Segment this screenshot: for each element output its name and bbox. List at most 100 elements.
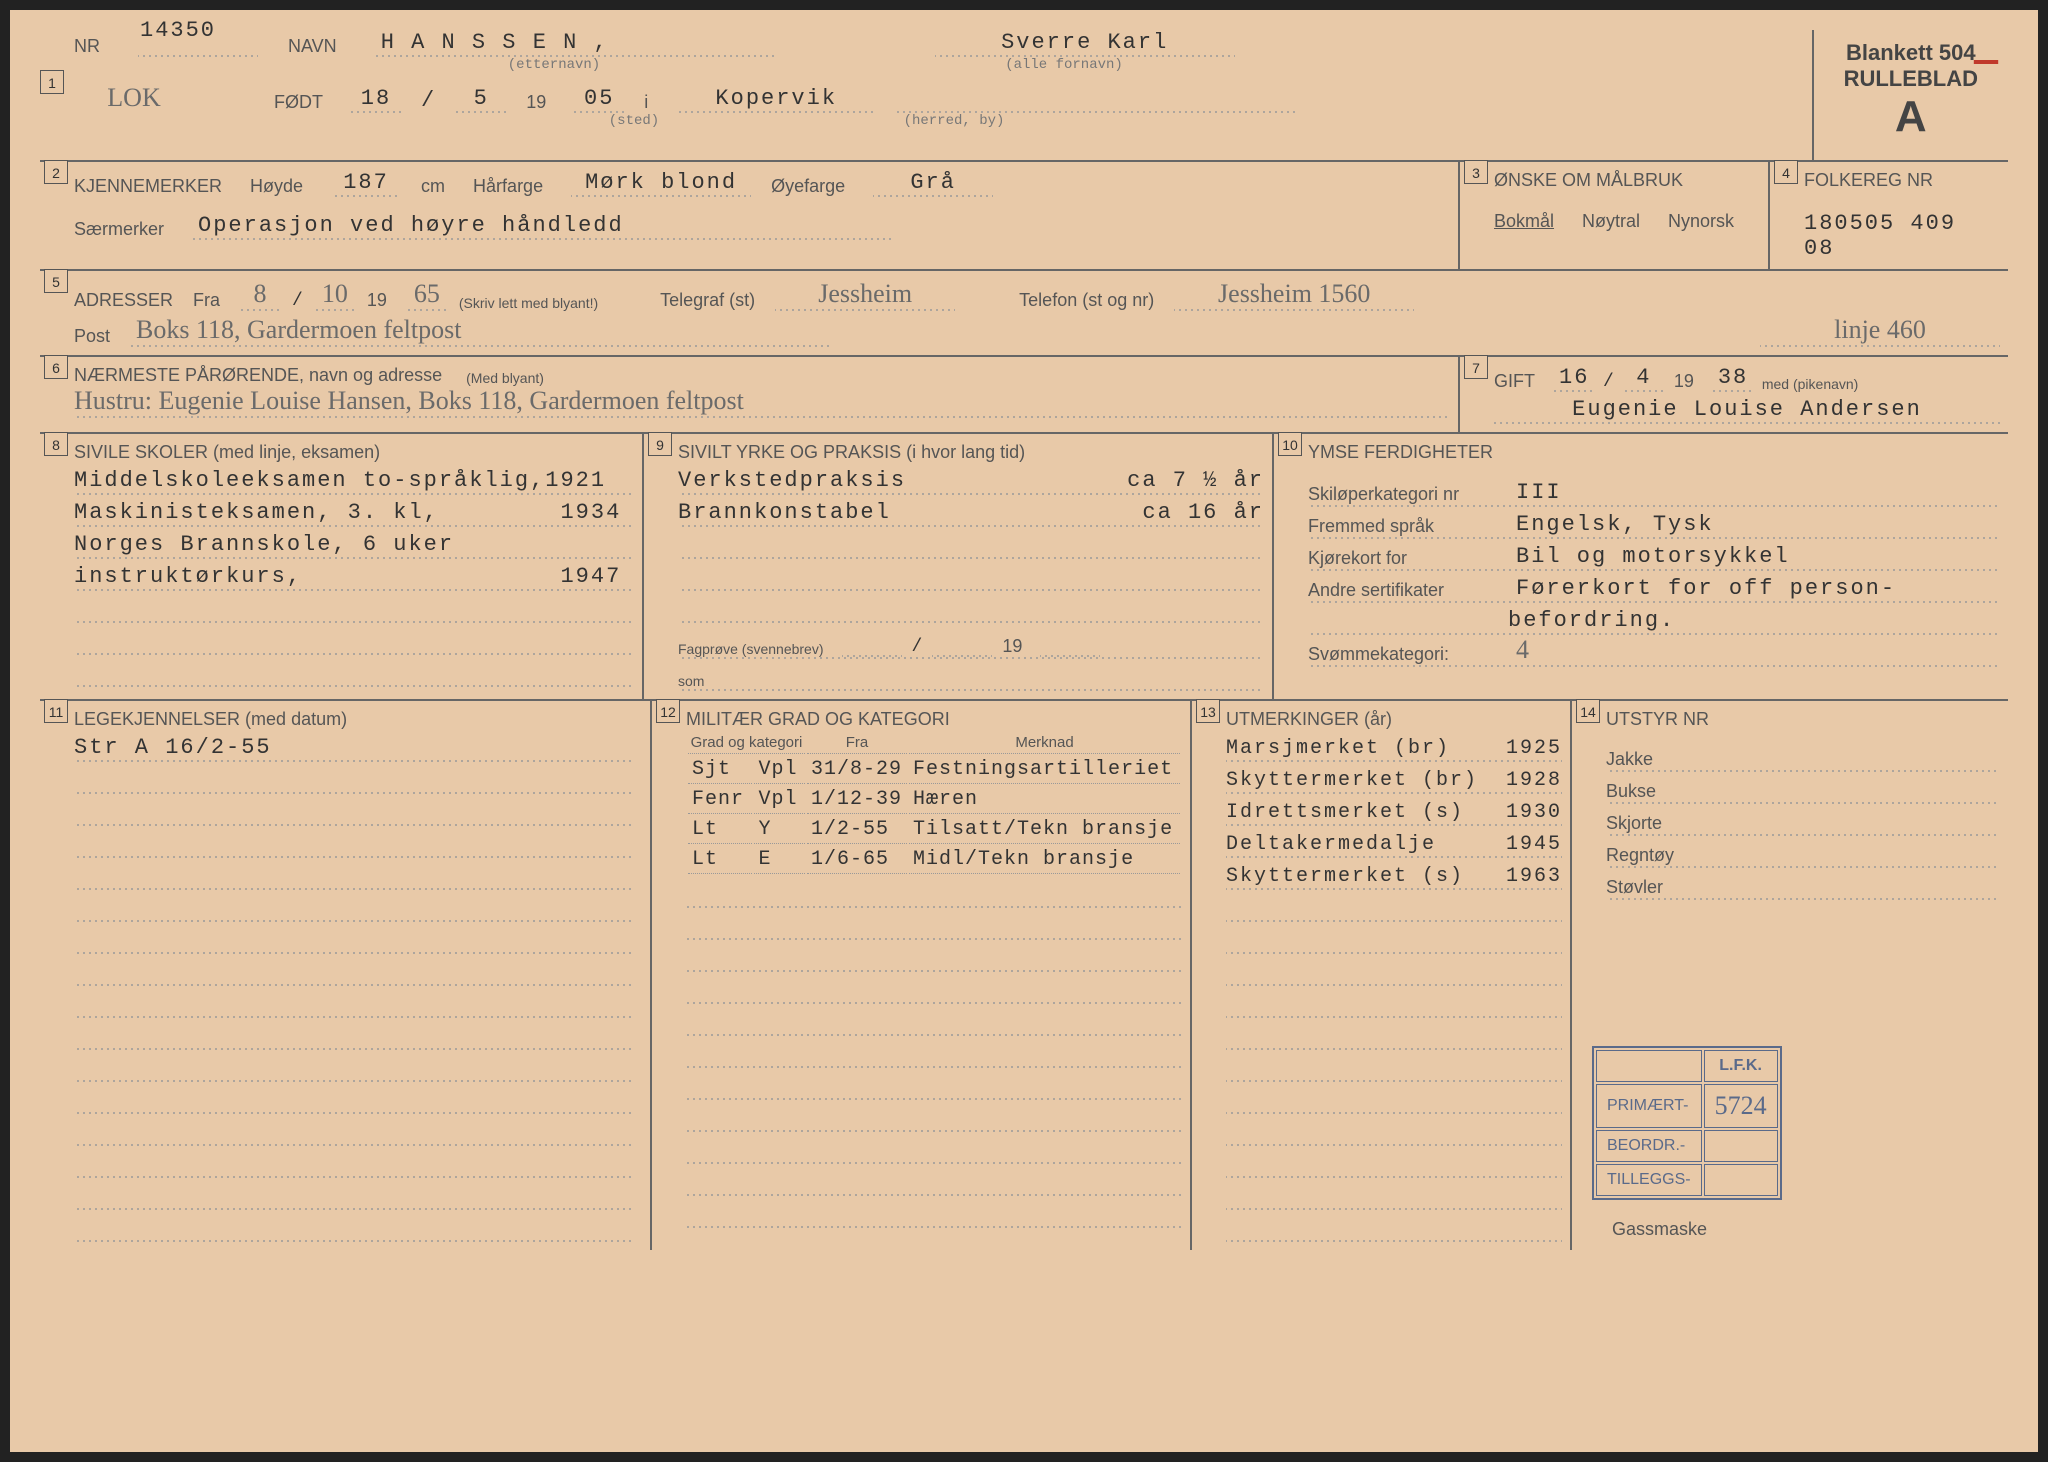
box-14: 14	[1576, 699, 1600, 723]
lege-line	[74, 762, 634, 794]
fagprove-slash: /	[912, 637, 923, 657]
fagprove-label: Fagprøve (svennebrev)	[678, 641, 824, 657]
skriv: (Skriv lett med blyant!)	[459, 295, 598, 311]
sted-sub: (sted)	[534, 113, 734, 129]
section-11: 11 LEGEKJENNELSER (med datum) Str A 16/2…	[40, 701, 650, 1250]
grad-row: FenrVpl1/12-39Hæren	[688, 786, 1180, 814]
fodt-label: FØDT	[274, 92, 323, 113]
section-2: 2 KJENNEMERKER Høyde 187 cm Hårfarge Mør…	[40, 160, 1458, 269]
fodt-i: i	[644, 92, 648, 113]
lege-line	[74, 1178, 634, 1210]
box-6: 6	[44, 355, 68, 379]
stamp: L.F.K. PRIMÆRT-5724 BEORDR.- TILLEGGS-	[1592, 1046, 1782, 1200]
lege-title: LEGEKJENNELSER (med datum)	[74, 709, 634, 730]
noytral: Nøytral	[1582, 211, 1640, 232]
grad-blank-line	[686, 940, 1182, 972]
andre-label: Andre sertifikater	[1308, 580, 1508, 601]
telefon-label: Telefon (st og nr)	[1019, 290, 1154, 311]
utstyr-item: Jakke	[1606, 740, 2000, 772]
fodt-year-prefix: 19	[526, 92, 546, 113]
sivilt-line	[678, 591, 1264, 623]
sivilt-title: SIVILT YRKE OG PRAKSIS (i hvor lang tid)	[678, 442, 1256, 463]
grad-blank-line	[686, 1068, 1182, 1100]
folkereg-value: 180505 409 08	[1804, 211, 2000, 261]
utmerk-line	[1226, 1050, 1562, 1082]
stamp-tilleggs: TILLEGGS-	[1596, 1164, 1702, 1196]
grad-h0: Grad og kategori	[688, 732, 805, 754]
nynorsk: Nynorsk	[1668, 211, 1734, 232]
etternavn-sub: (etternavn)	[354, 57, 754, 73]
sprak: Engelsk, Tysk	[1516, 512, 1714, 537]
kjennemerker-title: KJENNEMERKER	[74, 176, 222, 197]
gift-month: 4	[1624, 365, 1664, 392]
utstyr-item: Støvler	[1606, 868, 2000, 900]
utstyr-item: Bukse	[1606, 772, 2000, 804]
grad-blank-line	[686, 1132, 1182, 1164]
gift-med: med (pikenavn)	[1762, 376, 1859, 392]
lege-line	[74, 986, 634, 1018]
lege-line	[74, 1082, 634, 1114]
sivile-line	[74, 655, 634, 687]
utmerk-line	[1226, 890, 1562, 922]
grad-row: LtE1/6-65Midl/Tekn bransje	[688, 846, 1180, 874]
sivile-line: Norges Brannskole, 6 uker	[74, 527, 634, 559]
stamp-lfk: L.F.K.	[1704, 1050, 1778, 1082]
sivilt-line	[678, 559, 1264, 591]
oyefarge-label: Øyefarge	[771, 176, 845, 197]
militaer-title: MILITÆR GRAD OG KATEGORI	[686, 709, 1174, 730]
fornavn-sub: (alle fornavn)	[914, 57, 1214, 73]
fra-month: 10	[315, 279, 355, 311]
utmerk-line	[1226, 986, 1562, 1018]
gift-name: Eugenie Louise Andersen	[1494, 392, 2000, 424]
utmerk-line	[1226, 1082, 1562, 1114]
lege-line: Str A 16/2-55	[74, 730, 634, 762]
sivile-line: instruktørkurs, 1947	[74, 559, 634, 591]
utmerk-line	[1226, 954, 1562, 986]
lege-line	[74, 826, 634, 858]
grad-row: SjtVpl31/8-29Festningsartilleriet	[688, 756, 1180, 784]
grad-blank-line	[686, 1036, 1182, 1068]
box-11: 11	[44, 699, 68, 723]
herred-sub: (herred, by)	[754, 113, 1154, 129]
box-5: 5	[44, 269, 68, 293]
lege-line	[74, 1210, 634, 1242]
telefon2: linje 460	[1760, 315, 2000, 347]
sivilt-line: Brannkonstabelca 16 år	[678, 495, 1264, 527]
utstyr-item: Regntøy	[1606, 836, 2000, 868]
record-card: 14350 — Blankett 504 RULLEBLAD A 1 NR NA…	[10, 10, 2038, 1452]
post-label: Post	[74, 326, 110, 347]
box-4: 4	[1774, 160, 1798, 184]
fodt-sted: Kopervik	[676, 86, 876, 113]
box-10: 10	[1278, 432, 1302, 456]
stamp-primaert-val: 5724	[1704, 1084, 1778, 1128]
hoyde: 187	[331, 170, 401, 197]
section-9: 9 SIVILT YRKE OG PRAKSIS (i hvor lang ti…	[642, 434, 1272, 699]
grad-table: Grad og kategori Fra Merknad SjtVpl31/8-…	[686, 730, 1182, 876]
etternavn: H A N S S E N ,	[375, 30, 775, 57]
folkereg-title: FOLKEREG NR	[1804, 170, 1992, 191]
box-7: 7	[1464, 355, 1488, 379]
svomme-label: Svømmekategori:	[1308, 644, 1508, 665]
section-10: 10 YMSE FERDIGHETER Skiløperkategori nrI…	[1272, 434, 2008, 699]
ymse-title: YMSE FERDIGHETER	[1308, 442, 1992, 463]
andre2: befordring.	[1508, 608, 1675, 633]
utmerk-line: Skyttermerket (s)1963	[1226, 858, 1562, 890]
grad-blank-line	[686, 972, 1182, 1004]
parorende-title: NÆRMESTE PÅRØRENDE, navn og adresse	[74, 365, 442, 386]
lege-line	[74, 890, 634, 922]
kjorekort-label: Kjørekort for	[1308, 548, 1508, 569]
grad-blank-line	[686, 1004, 1182, 1036]
sivile-line	[74, 591, 634, 623]
section-3: 3 ØNSKE OM MÅLBRUK Bokmål Nøytral Nynors…	[1458, 160, 1768, 269]
navn-label: NAVN	[288, 36, 337, 57]
section-4: 4 FOLKEREG NR 180505 409 08	[1768, 160, 2008, 269]
gift-day: 16	[1553, 365, 1593, 392]
med-blyant: (Med blyant)	[466, 370, 544, 386]
stamp-primaert: PRIMÆRT-	[1596, 1084, 1702, 1128]
gift-title: GIFT	[1494, 371, 1535, 392]
fodt-year: 05	[574, 86, 624, 113]
utmerk-line: Idrettsmerket (s)1930	[1226, 794, 1562, 826]
stamp-beordr: BEORDR.-	[1596, 1130, 1702, 1162]
lege-line	[74, 1018, 634, 1050]
sivilt-line	[678, 527, 1264, 559]
